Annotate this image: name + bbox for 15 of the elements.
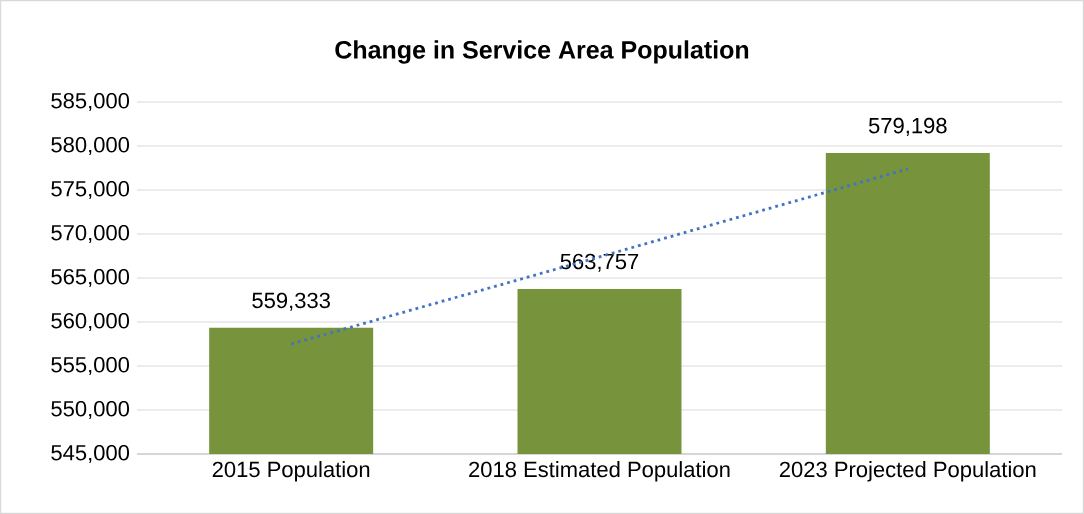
y-tick-label: 575,000 — [51, 180, 130, 200]
y-tick-label: 560,000 — [51, 312, 130, 332]
x-tick-label: 2015 Population — [212, 461, 370, 482]
y-tick-label: 580,000 — [51, 136, 130, 156]
chart-title: Change in Service Area Population — [335, 40, 749, 64]
data-label: 579,198 — [868, 117, 947, 136]
x-tick-label: 2023 Projected Population — [779, 461, 1036, 482]
x-tick-label: 2018 Estimated Population — [469, 461, 730, 482]
y-tick-label: 565,000 — [51, 268, 130, 288]
data-label: 559,333 — [252, 292, 330, 311]
y-tick-label: 585,000 — [51, 92, 130, 112]
y-tick-label: 555,000 — [51, 356, 130, 376]
y-tick-label: 550,000 — [51, 400, 130, 420]
y-tick-label: 545,000 — [51, 444, 130, 464]
y-tick-label: 570,000 — [51, 224, 130, 244]
